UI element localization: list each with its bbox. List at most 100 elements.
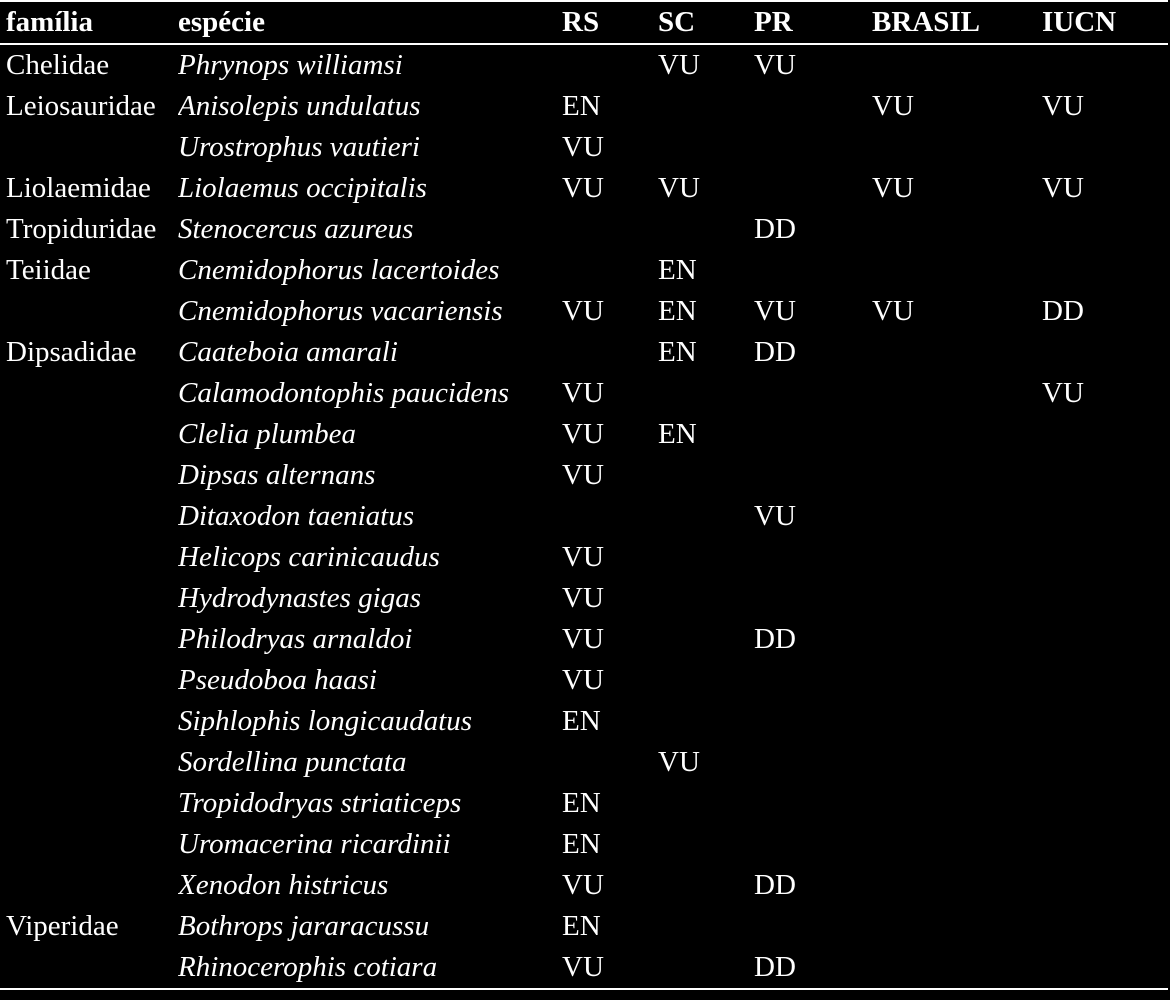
cell-family: Viperidae [0,906,178,947]
cell-iucn [1042,783,1168,824]
table-row: Uromacerina ricardiniiEN [0,824,1168,865]
cell-sc [658,701,754,742]
cell-iucn [1042,414,1168,455]
cell-pr [754,783,872,824]
cell-iucn [1042,332,1168,373]
cell-species: Dipsas alternans [178,455,562,496]
cell-rs: VU [562,537,658,578]
cell-sc [658,906,754,947]
cell-brasil [872,701,1042,742]
cell-sc: VU [658,742,754,783]
cell-brasil [872,619,1042,660]
table-row: Helicops carinicaudusVU [0,537,1168,578]
cell-family [0,701,178,742]
col-header-rs: RS [562,1,658,44]
table-row: ViperidaeBothrops jararacussuEN [0,906,1168,947]
cell-family [0,742,178,783]
table-row: Dipsas alternansVU [0,455,1168,496]
cell-iucn [1042,660,1168,701]
cell-family [0,783,178,824]
col-header-iucn: IUCN [1042,1,1168,44]
cell-sc: EN [658,291,754,332]
cell-pr [754,742,872,783]
table-row: Clelia plumbeaVUEN [0,414,1168,455]
cell-species: Sordellina punctata [178,742,562,783]
cell-family [0,496,178,537]
cell-brasil [872,44,1042,86]
cell-family [0,947,178,989]
cell-sc: EN [658,414,754,455]
cell-rs: VU [562,291,658,332]
cell-pr [754,701,872,742]
cell-rs [562,496,658,537]
cell-iucn [1042,824,1168,865]
cell-sc [658,660,754,701]
cell-pr [754,455,872,496]
table-row: Ditaxodon taeniatusVU [0,496,1168,537]
cell-iucn [1042,537,1168,578]
table-row: Tropidodryas striaticepsEN [0,783,1168,824]
cell-family: Dipsadidae [0,332,178,373]
cell-brasil [872,537,1042,578]
col-header-sc: SC [658,1,754,44]
cell-species: Liolaemus occipitalis [178,168,562,209]
cell-sc [658,947,754,989]
cell-brasil [872,250,1042,291]
cell-pr: VU [754,291,872,332]
cell-species: Helicops carinicaudus [178,537,562,578]
cell-pr [754,414,872,455]
cell-family [0,537,178,578]
cell-iucn [1042,127,1168,168]
cell-family: Liolaemidae [0,168,178,209]
cell-species: Ditaxodon taeniatus [178,496,562,537]
cell-species: Pseudoboa haasi [178,660,562,701]
cell-iucn: VU [1042,373,1168,414]
table-row: DipsadidaeCaateboia amaraliENDD [0,332,1168,373]
cell-brasil [872,332,1042,373]
cell-iucn [1042,947,1168,989]
cell-iucn [1042,496,1168,537]
cell-pr [754,168,872,209]
cell-rs: VU [562,947,658,989]
cell-pr: VU [754,44,872,86]
cell-sc [658,619,754,660]
cell-sc [658,537,754,578]
cell-brasil [872,455,1042,496]
cell-pr [754,578,872,619]
cell-pr [754,373,872,414]
cell-species: Clelia plumbea [178,414,562,455]
table-row: Pseudoboa haasiVU [0,660,1168,701]
cell-family [0,660,178,701]
cell-pr: DD [754,619,872,660]
cell-species: Urostrophus vautieri [178,127,562,168]
cell-family: Teiidae [0,250,178,291]
col-header-pr: PR [754,1,872,44]
table-row: TeiidaeCnemidophorus lacertoidesEN [0,250,1168,291]
cell-brasil [872,496,1042,537]
cell-iucn [1042,250,1168,291]
cell-rs: EN [562,906,658,947]
cell-family [0,127,178,168]
cell-species: Stenocercus azureus [178,209,562,250]
cell-pr: DD [754,332,872,373]
cell-iucn: VU [1042,168,1168,209]
table-row: Hydrodynastes gigasVU [0,578,1168,619]
cell-iucn [1042,865,1168,906]
cell-rs: EN [562,783,658,824]
table-row: Siphlophis longicaudatusEN [0,701,1168,742]
cell-brasil: VU [872,168,1042,209]
cell-family [0,291,178,332]
cell-brasil [872,578,1042,619]
cell-brasil [872,783,1042,824]
cell-sc: VU [658,168,754,209]
table-row: Urostrophus vautieriVU [0,127,1168,168]
cell-sc [658,865,754,906]
cell-rs [562,742,658,783]
col-header-family: família [0,1,178,44]
cell-sc [658,373,754,414]
cell-family [0,865,178,906]
cell-species: Phrynops williamsi [178,44,562,86]
table-row: ChelidaePhrynops williamsiVUVU [0,44,1168,86]
col-header-brasil: BRASIL [872,1,1042,44]
cell-brasil [872,865,1042,906]
